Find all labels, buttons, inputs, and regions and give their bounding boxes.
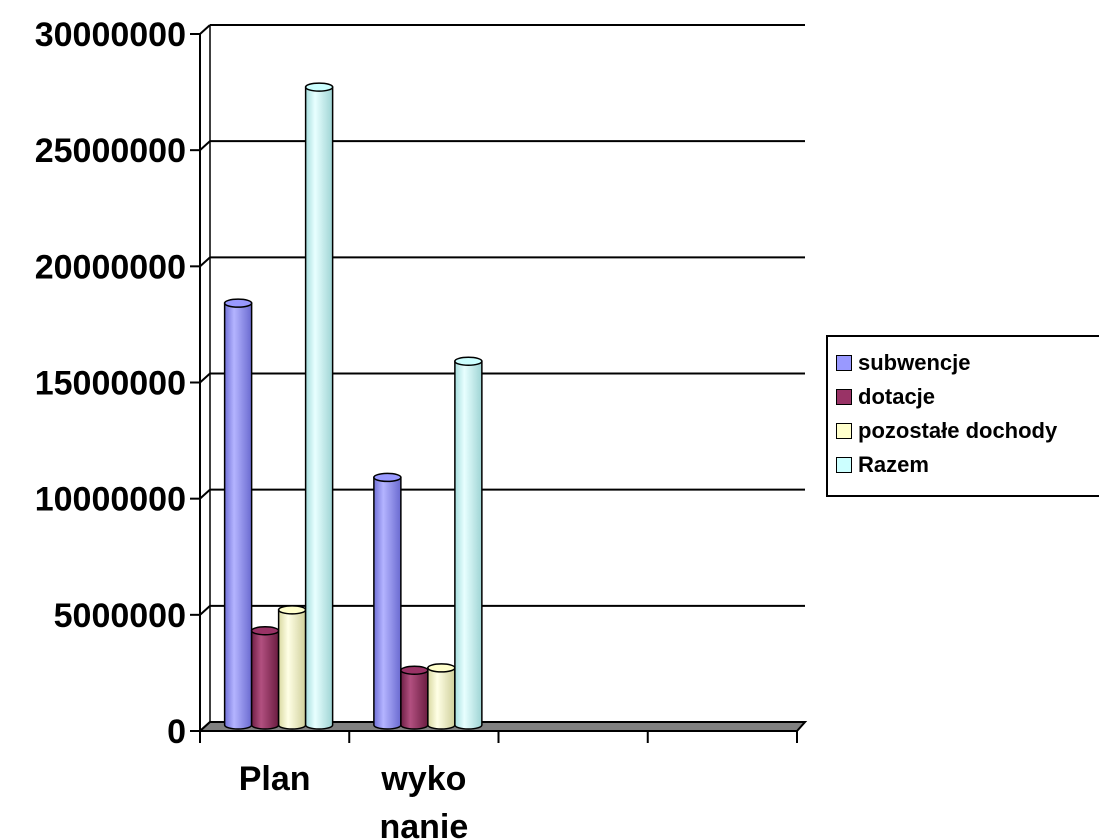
bar-top [304,82,334,92]
bar-top [454,356,483,366]
gridline-diagonal [199,488,211,500]
x-tick-label: Plan [239,760,311,798]
bar-subwencje [373,472,402,730]
y-tick-label: 25000000 [35,132,186,170]
gridline-diagonal [199,256,211,268]
gridline-diagonal [199,140,211,151]
x-axis-ticks: Plan wyko nanie [199,731,798,840]
bar-pozostałe-dochody [277,605,307,730]
legend-label: Razem [858,452,929,477]
bar-body [400,669,429,730]
gridline-diagonal [199,24,211,35]
bar-razem [454,356,483,730]
bar-top [250,625,280,636]
bar-body [223,302,253,730]
bar-body [427,667,456,730]
bar-body [250,629,280,730]
y-tick-label: 20000000 [35,248,186,286]
legend-item: dotacje [836,383,935,411]
legend-label: pozostałe dochody [858,418,1058,443]
legend-label: dotacje [858,384,936,409]
bar-body [373,476,402,730]
bar-razem [304,82,334,730]
y-axis-ticks: 0 5000000 10000000 15000000 20000000 25000000… [35,16,200,751]
bar-top [373,472,402,483]
bar-body [454,360,483,730]
bar-subwencje [223,298,253,730]
legend-item: subwencje [836,349,970,377]
legend-swatch [836,389,852,405]
bar-dotacje [400,665,429,730]
bar-top [277,605,307,615]
legend-swatch [836,457,852,473]
legend-swatch [836,355,852,371]
x-tick-label: nanie [379,808,468,840]
y-tick-label: 5000000 [54,597,186,635]
bar-dotacje [250,625,280,730]
legend: subwencje dotacje pozostałe dochody Razem [826,335,1099,497]
legend-label: subwencje [858,350,971,375]
legend-item: Razem [836,451,929,479]
legend-swatch [836,423,852,439]
y-tick-label: 15000000 [35,365,186,403]
bars [223,82,483,730]
x-tick-label: wyko [380,760,466,798]
bar-body [277,609,307,730]
bar-top [427,663,456,673]
y-tick-label: 10000000 [35,481,186,519]
gridline-diagonal [199,605,211,616]
legend-item: pozostałe dochody [836,417,1057,445]
bar-top [223,298,253,308]
gridline-diagonal [199,372,211,384]
y-tick-label: 0 [167,713,186,751]
bar-body [304,86,334,730]
bar-pozostałe-dochody [427,663,456,730]
y-tick-label: 30000000 [35,16,186,54]
bar-top [400,665,429,675]
